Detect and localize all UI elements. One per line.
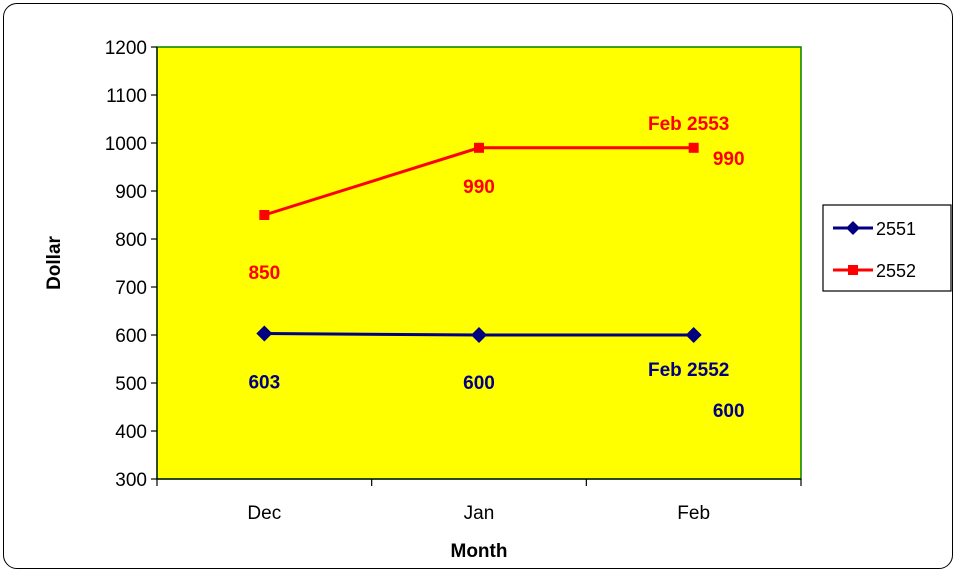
data-point-marker	[685, 327, 702, 343]
data-label: 990	[463, 177, 495, 198]
y-tick-label: 800	[115, 230, 147, 251]
legend-marker	[846, 221, 860, 235]
data-label: 603	[248, 373, 280, 394]
series-2552: 850 990 Feb 2553 990	[248, 114, 744, 284]
data-label: 990	[713, 149, 745, 170]
data-label: 600	[463, 373, 495, 394]
y-tick-label: 1200	[105, 38, 147, 59]
y-tick-label: 900	[115, 182, 147, 203]
y-tick-label: 1100	[106, 86, 147, 107]
legend: 2551 2552	[822, 204, 952, 292]
legend-item: 2551	[833, 219, 916, 239]
y-axis: 1200 1100 1000 900 800 700 600 500 400 300	[105, 38, 158, 491]
data-point-marker	[474, 142, 484, 153]
legend-label: 2551	[876, 219, 916, 239]
series-layer: 603 600 Feb 2552 600 850 990 Feb 2553 990	[248, 114, 744, 422]
series-2551: 603 600 Feb 2552 600	[248, 325, 745, 422]
x-tick-label: Jan	[464, 503, 495, 524]
legend-marker	[848, 265, 858, 275]
legend-item: 2552	[833, 261, 916, 281]
data-point-marker	[256, 325, 273, 342]
y-tick-label: 500	[115, 374, 147, 395]
data-point-marker	[471, 327, 487, 343]
data-label: Feb 2553	[648, 114, 729, 135]
x-tick-label: Feb	[677, 503, 710, 524]
data-point-marker	[259, 210, 270, 220]
legend-label: 2552	[876, 261, 916, 281]
y-tick-label: 1000	[105, 134, 147, 155]
x-tick-label: Dec	[247, 503, 281, 524]
y-tick-label: 700	[115, 278, 147, 299]
y-tick-label: 300	[115, 470, 147, 491]
x-axis: Dec Jan Feb	[156, 478, 802, 524]
data-label: 600	[713, 401, 745, 422]
x-axis-title: Month	[451, 541, 508, 562]
y-tick-label: 400	[115, 422, 147, 443]
data-label: 850	[248, 263, 280, 284]
y-axis-title: Dollar	[44, 235, 65, 289]
data-point-marker	[688, 142, 699, 153]
legend-box	[822, 204, 952, 292]
plot-area	[156, 46, 802, 480]
y-tick-label: 600	[115, 326, 147, 347]
data-label: Feb 2552	[648, 360, 729, 381]
